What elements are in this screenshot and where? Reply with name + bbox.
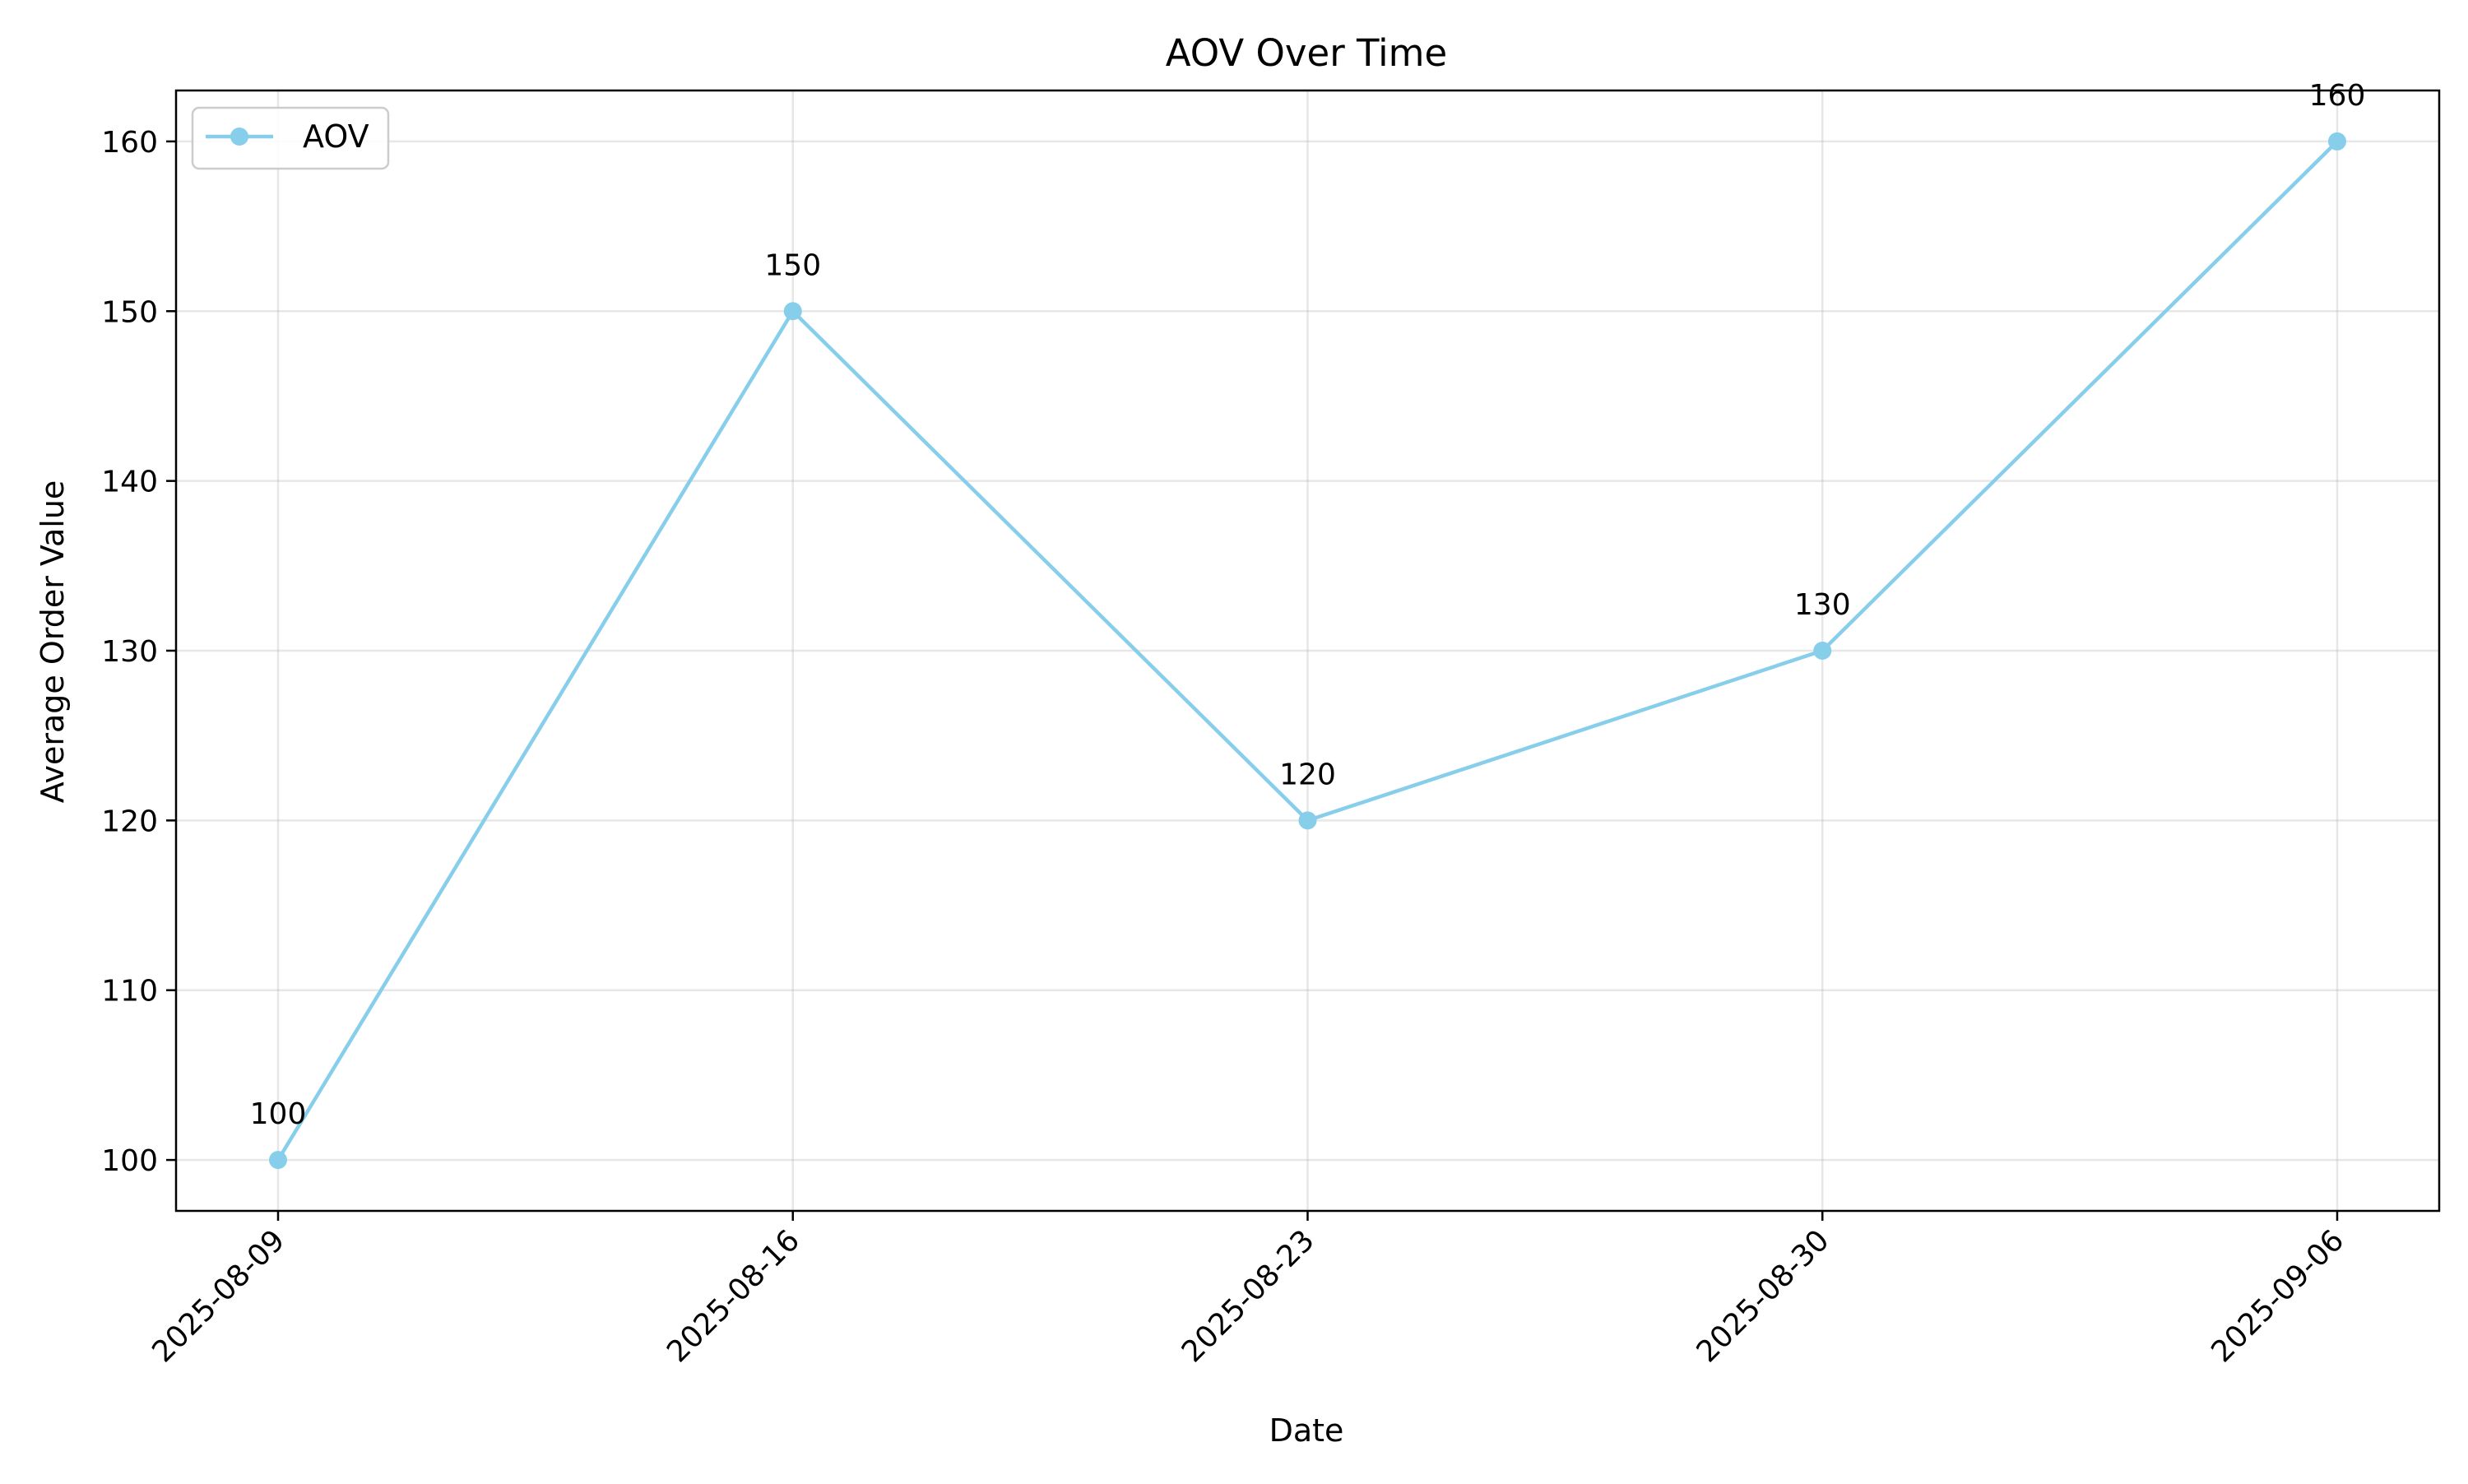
- y-tick-label: 110: [101, 975, 158, 1009]
- y-tick-label: 100: [101, 1144, 158, 1178]
- y-tick-label: 160: [101, 126, 158, 160]
- data-point: [783, 302, 802, 321]
- data-label: 100: [250, 1097, 307, 1131]
- legend-box: [191, 106, 390, 170]
- data-point: [2328, 132, 2346, 151]
- data-label: 130: [1794, 588, 1851, 622]
- data-point: [269, 1151, 287, 1170]
- data-label: 120: [1279, 758, 1336, 791]
- chart-title: AOV Over Time: [1166, 31, 1447, 75]
- data-point: [1298, 811, 1317, 830]
- data-labels-layer: 100 150 120 130 160: [250, 79, 2366, 1131]
- legend-marker: [230, 128, 248, 146]
- y-axis-label: Average Order Value: [35, 480, 71, 804]
- y-tick-label: 140: [101, 466, 158, 499]
- y-tick-label: 130: [101, 635, 158, 669]
- data-label: 160: [2309, 79, 2366, 113]
- points-layer: [269, 132, 2346, 1170]
- y-tick-label: 150: [101, 295, 158, 329]
- data-label: 150: [764, 248, 821, 282]
- y-axis: 100 110 120 130 140 150 160: [101, 126, 176, 1178]
- legend: AOV: [191, 106, 390, 170]
- y-tick-label: 120: [101, 805, 158, 838]
- data-point: [1813, 642, 1832, 660]
- legend-label: AOV: [303, 118, 369, 155]
- x-axis-label: Date: [1269, 1412, 1344, 1449]
- grid: [176, 90, 2439, 1211]
